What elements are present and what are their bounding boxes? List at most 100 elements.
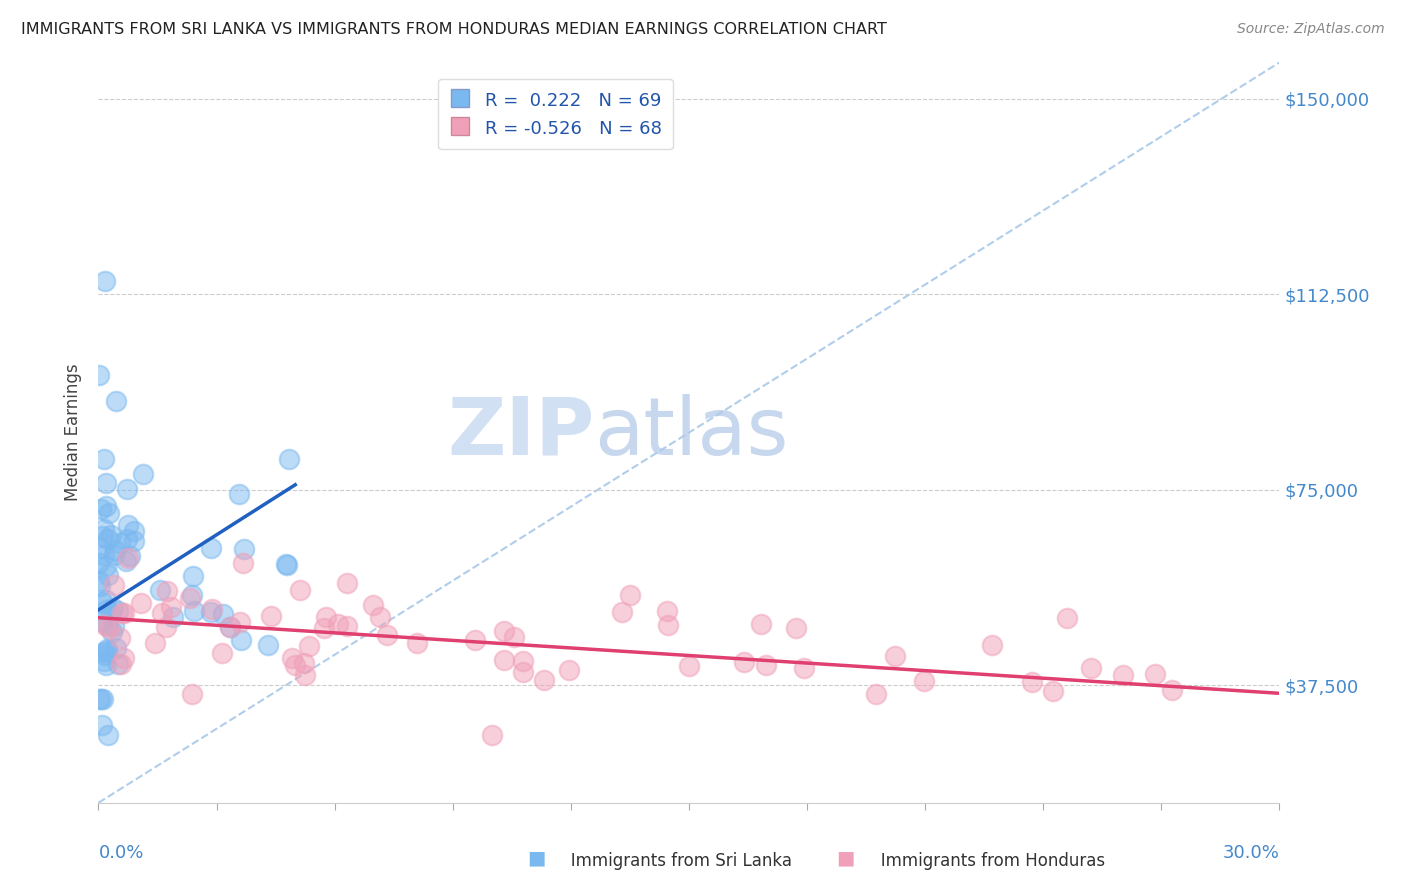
Point (100, 606, 122, 620)
Point (91, 717, 114, 731)
Text: ■: ■ (837, 848, 855, 867)
Point (87, 556, 110, 570)
Point (180, 687, 202, 701)
Point (129, 596, 152, 610)
Point (160, 600, 183, 615)
Point (89, 368, 111, 383)
Text: ■: ■ (527, 848, 546, 867)
Point (94, 593, 117, 607)
Legend: R =  0.222   N = 69, R = -0.526   N = 68: R = 0.222 N = 69, R = -0.526 N = 68 (439, 78, 673, 150)
Point (132, 467, 155, 481)
Point (336, 619, 359, 633)
Point (110, 657, 132, 672)
Point (112, 606, 135, 620)
Point (657, 617, 679, 632)
Point (865, 688, 887, 702)
Point (93, 548, 115, 562)
Point (326, 617, 349, 632)
Point (118, 549, 141, 564)
Point (156, 584, 179, 599)
Point (1056, 611, 1078, 625)
Point (751, 616, 773, 631)
Point (117, 550, 139, 565)
Point (104, 640, 127, 655)
Point (96, 728, 118, 742)
Point (492, 624, 515, 638)
Point (93, 648, 115, 662)
Point (145, 636, 167, 650)
Point (107, 657, 129, 672)
Point (96, 644, 118, 658)
Point (110, 607, 132, 621)
Text: 0.0%: 0.0% (98, 844, 143, 862)
Point (96, 603, 118, 617)
Point (464, 632, 486, 647)
Point (884, 649, 907, 664)
Point (103, 578, 125, 592)
Point (1042, 684, 1064, 698)
Point (91, 614, 114, 628)
Point (260, 608, 283, 623)
Point (481, 728, 503, 742)
Point (115, 482, 138, 496)
Point (512, 654, 534, 668)
Point (619, 588, 641, 602)
Point (179, 591, 201, 605)
Point (980, 638, 1002, 652)
Point (162, 610, 184, 624)
Point (124, 524, 146, 539)
Point (94, 658, 117, 673)
Text: Immigrants from Honduras: Immigrants from Honduras (844, 852, 1105, 870)
Point (375, 628, 398, 642)
Point (122, 533, 145, 548)
Point (1021, 675, 1043, 690)
Point (90, 595, 112, 609)
Point (107, 604, 129, 618)
Point (108, 536, 131, 550)
Point (183, 604, 205, 618)
Point (112, 651, 135, 665)
Point (678, 659, 700, 673)
Point (93, 522, 115, 536)
Point (733, 655, 755, 669)
Point (533, 673, 555, 687)
Point (512, 665, 534, 680)
Text: ZIP: ZIP (447, 393, 595, 472)
Point (755, 658, 778, 673)
Point (90, 691, 112, 706)
Point (108, 631, 131, 645)
Point (98, 507, 121, 521)
Point (104, 543, 127, 558)
Point (103, 548, 125, 562)
Point (98, 622, 121, 636)
Point (298, 639, 321, 653)
Point (93, 654, 115, 668)
Point (93, 617, 115, 632)
Text: Immigrants from Sri Lanka: Immigrants from Sri Lanka (534, 852, 792, 870)
Point (1144, 666, 1167, 681)
Point (363, 598, 385, 612)
Point (288, 583, 311, 598)
Point (89, 574, 111, 589)
Point (231, 632, 253, 647)
Point (212, 607, 235, 621)
Point (294, 668, 316, 682)
Point (335, 576, 357, 591)
Point (1080, 661, 1102, 675)
Point (278, 452, 301, 467)
Point (97, 567, 120, 582)
Point (405, 636, 427, 650)
Point (89, 579, 111, 593)
Point (93, 451, 115, 466)
Text: IMMIGRANTS FROM SRI LANKA VS IMMIGRANTS FROM HONDURAS MEDIAN EARNINGS CORRELATIO: IMMIGRANTS FROM SRI LANKA VS IMMIGRANTS … (21, 22, 887, 37)
Point (101, 625, 124, 640)
Point (115, 554, 138, 568)
Text: 30.0%: 30.0% (1223, 844, 1279, 862)
Point (115, 533, 138, 547)
Point (89, 691, 111, 706)
Point (103, 600, 125, 615)
Point (292, 656, 315, 670)
Point (103, 619, 125, 633)
Point (558, 664, 581, 678)
Point (655, 604, 678, 618)
